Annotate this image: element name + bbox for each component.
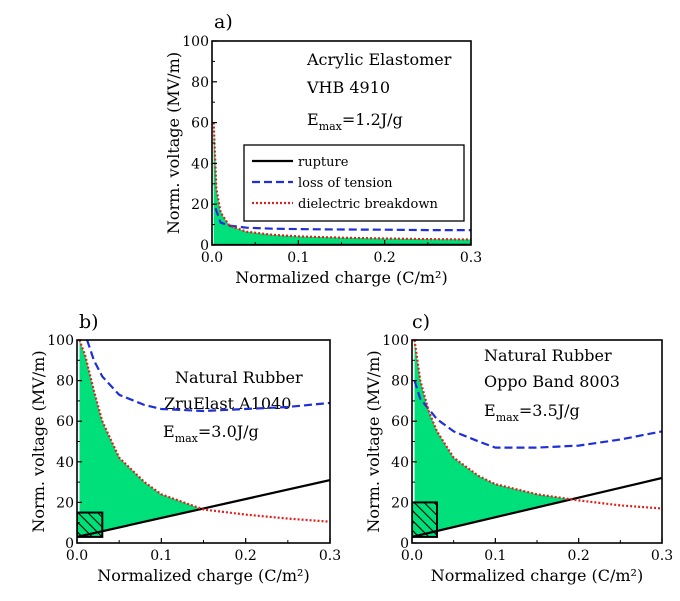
y-tick-label-c: 40: [391, 455, 409, 471]
series-dielectric-breakdown-b: [78, 340, 330, 523]
y-tick-label-b: 40: [56, 455, 74, 471]
x-axis-label-a: Normalized charge (C/m²): [235, 268, 447, 287]
panel-b: 0.0 0.1 0.2 0.3 0 20 40 60 80 100 Normalized charg…: [29, 333, 341, 585]
x-tick-label-b: 0.3: [319, 548, 341, 564]
legend-label-loss-of-tension: loss of tension: [298, 176, 393, 191]
y-tick-label-c: 60: [391, 414, 409, 430]
y-axis-label-a: Norm. voltage (MV/m): [164, 52, 183, 234]
panel-label-c: c): [412, 311, 430, 333]
y-tick-label-c: 20: [391, 495, 409, 511]
annotation-a-line1: Acrylic Elastomer: [306, 50, 452, 69]
series-dielectric-breakdown-c: [413, 340, 662, 510]
x-tick-label-a: 0.1: [287, 250, 309, 266]
y-tick-label-c: 80: [391, 374, 409, 390]
shaded-region-c: [414, 340, 570, 537]
series-loss-of-tension-c: [413, 380, 662, 449]
plot-area-c: [412, 340, 662, 538]
panel-label-a: a): [214, 11, 233, 33]
emax-c: Emax=3.5J/g: [484, 401, 580, 424]
annotation-b-line1: Natural Rubber: [175, 368, 303, 387]
annotation-c-line1: Natural Rubber: [484, 346, 612, 365]
panel-a: 0.0 0.1 0.2 0.3 0 20 40 60 80 100 Normalized charg…: [164, 34, 482, 287]
x-tick-label-c: 0.2: [568, 548, 590, 564]
y-axis-label-c: Norm. voltage (MV/m): [364, 350, 383, 532]
panel-c: 0.0 0.1 0.2 0.3 0 20 40 60 80 100 Normalized charg…: [364, 333, 673, 585]
annotation-c-line2: Oppo Band 8003: [484, 372, 620, 391]
y-tick-label-b: 60: [56, 414, 74, 430]
x-tick-label-c: 0.1: [484, 548, 506, 564]
x-tick-label-b: 0.1: [150, 548, 172, 564]
y-tick-label-a: 80: [191, 75, 209, 91]
annotation-a-line2: VHB 4910: [306, 78, 390, 97]
y-tick-label-a: 40: [191, 156, 209, 172]
panel-label-b: b): [79, 311, 99, 333]
emax-a: Emax=1.2J/g: [307, 110, 403, 133]
series-loss-of-tension-b: [86, 340, 330, 413]
y-tick-label-c: 100: [382, 333, 409, 349]
y-tick-label-c: 0: [400, 536, 409, 552]
y-tick-label-b: 20: [56, 495, 74, 511]
legend: rupture loss of tension dielectric break…: [243, 144, 465, 222]
shaded-region-a: [213, 122, 471, 245]
y-tick-label-b: 100: [47, 333, 74, 349]
x-tick-label-c: 0.0: [401, 548, 423, 564]
legend-label-dielectric-breakdown: dielectric breakdown: [298, 197, 438, 212]
x-tick-label-a: 0.3: [460, 250, 482, 266]
y-tick-label-a: 60: [191, 116, 209, 132]
x-tick-label-a: 0.2: [374, 250, 396, 266]
series-loss-of-tension-a: [214, 207, 471, 232]
x-tick-label-a: 0.0: [201, 250, 223, 266]
x-axis-label-c: Normalized charge (C/m²): [431, 566, 643, 585]
emax-b: Emax=3.0J/g: [163, 422, 259, 445]
series-rupture-c: [412, 476, 662, 538]
y-tick-label-a: 100: [182, 34, 209, 50]
y-tick-label-b: 80: [56, 374, 74, 390]
legend-label-rupture: rupture: [298, 155, 349, 170]
series-dielectric-breakdown-a: [212, 122, 471, 241]
y-axis-label-b: Norm. voltage (MV/m): [29, 350, 48, 532]
x-tick-label-c: 0.3: [651, 548, 673, 564]
x-tick-label-b: 0.2: [235, 548, 257, 564]
plot-area-b: [77, 340, 330, 538]
x-tick-label-b: 0.0: [66, 548, 88, 564]
x-axis-label-b: Normalized charge (C/m²): [97, 566, 309, 585]
y-tick-label-b: 0: [65, 536, 74, 552]
y-tick-label-a: 20: [191, 197, 209, 213]
shaded-region-b: [79, 340, 202, 537]
y-tick-label-a: 0: [200, 238, 209, 254]
